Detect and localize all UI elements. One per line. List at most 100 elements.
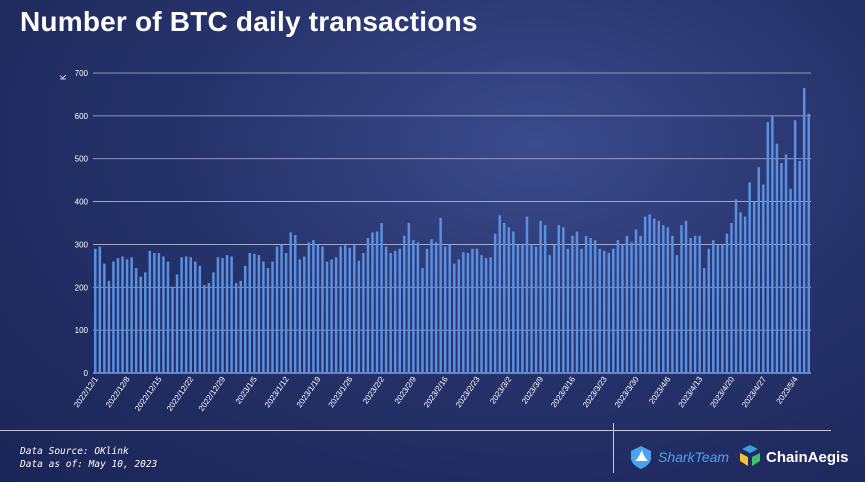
bar [575,231,579,373]
bar [607,253,611,373]
chainaegis-logo: ChainAegis [738,443,849,471]
bar [325,261,329,373]
bar [784,154,788,373]
bar [721,244,724,373]
bar [503,223,506,373]
bar [475,248,479,373]
bar [534,246,538,373]
bar [739,212,742,373]
bar [293,235,297,373]
bar [371,232,374,373]
bar [566,248,570,373]
bar [398,248,401,373]
x-tick-label: 2022/12/8 [104,375,132,410]
bar [221,258,224,373]
bar [280,244,283,373]
x-tick-label: 2023/1/19 [295,375,323,410]
bar [234,283,238,373]
bar [303,256,306,373]
x-tick-label: 2023/4/27 [740,375,768,410]
bar [480,255,483,373]
bar [284,253,288,373]
data-source-text: Data Source: OKlink [20,446,129,457]
bar [316,244,320,373]
bar [771,115,774,374]
bar [516,244,520,373]
bar [107,280,111,373]
bar [553,244,556,373]
bar [103,263,106,373]
bar [266,268,270,373]
x-tick-label: 2022/12/1 [72,375,100,410]
bar [271,261,274,373]
y-tick-label: 500 [75,155,89,164]
bar [162,256,165,373]
x-tick-label: 2023/3/9 [520,375,546,406]
bar [180,257,183,373]
y-tick-label: 600 [75,112,89,121]
bar [157,253,161,373]
x-tick-label: 2022/12/29 [197,375,228,413]
bar [621,244,624,373]
bar [793,120,797,373]
y-axis-label: K [59,74,68,80]
x-tick-label: 2023/5/4 [775,375,801,406]
bar [171,287,174,373]
bar [184,256,188,373]
bar [693,235,697,373]
bar [557,225,561,373]
bar [625,235,629,373]
bar [807,113,810,374]
bar [175,274,179,373]
bar [384,246,388,373]
bar [698,235,701,373]
bar [643,216,647,373]
bar [730,223,733,373]
x-tick-label: 2023/1/12 [263,375,291,410]
bar [634,229,638,373]
bar [203,285,206,373]
x-tick-label: 2023/2/9 [393,375,419,406]
bar [453,263,456,373]
bar [462,252,465,373]
bar [403,235,406,373]
bar [789,188,792,373]
bar [671,235,674,373]
bar [780,163,783,373]
bar [230,256,233,373]
bar [357,260,361,373]
bar [130,257,133,373]
bar [493,233,497,373]
bar [439,217,442,373]
bar [702,268,706,373]
bar [116,258,120,373]
bar [262,261,265,373]
x-tick-label: 2023/4/6 [647,375,673,406]
x-tick-label: 2023/4/13 [677,375,705,410]
bar [802,88,806,373]
x-tick-label: 2023/4/20 [708,375,736,410]
bar [443,246,447,373]
bar [798,160,801,373]
y-tick-label: 700 [75,69,89,78]
x-tick-label: 2022/12/22 [165,375,196,413]
bar [498,215,501,373]
bar [194,261,197,373]
bar [407,223,411,373]
y-tick-label: 300 [75,240,89,249]
bar [489,257,492,373]
footer-divider-line [0,430,831,431]
bar [521,244,524,373]
x-tick-label: 2023/2/16 [422,375,450,410]
bar [734,199,738,373]
bar [612,248,615,373]
bar [484,258,488,373]
bar [457,259,461,373]
bar [207,283,211,373]
data-as-of-text: Data as of: May 10, 2023 [20,459,158,470]
data-source-note: Data Source: OKlink Data as of: May 10, … [20,445,157,471]
bar [648,214,651,373]
bar [743,216,747,373]
bar [94,248,97,373]
bar [602,250,606,373]
